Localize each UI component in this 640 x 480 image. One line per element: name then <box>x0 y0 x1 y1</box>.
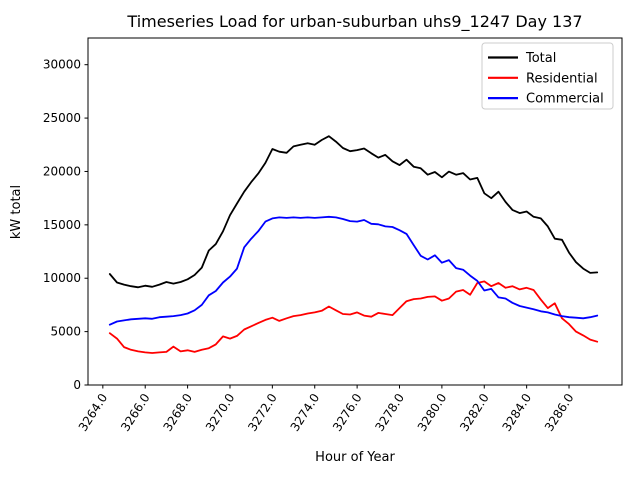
x-tick-label: 3266.0 <box>118 391 153 434</box>
series-line-commercial <box>108 215 599 326</box>
x-axis-label: Hour of Year <box>315 450 395 465</box>
y-axis-label: kW total <box>9 185 24 239</box>
x-tick-label: 3284.0 <box>500 391 535 434</box>
series-line-residential <box>108 280 599 354</box>
chart-title: Timeseries Load for urban-suburban uhs9_… <box>126 12 582 32</box>
x-tick-label: 3278.0 <box>372 391 407 434</box>
plot-area <box>87 37 623 386</box>
x-tick-label: 3264.0 <box>76 391 111 434</box>
legend-label-commercial: Commercial <box>526 92 604 107</box>
x-tick-label: 3286.0 <box>542 391 577 434</box>
x-tick-label: 3276.0 <box>330 391 365 434</box>
y-tick-label: 15000 <box>43 218 81 232</box>
y-tick-label: 20000 <box>43 164 81 178</box>
x-tick-label: 3270.0 <box>203 391 238 434</box>
x-axis-ticks: 3264.0 3266.0 3268.0 3270.0 3272.0 3274.0 3276… <box>76 385 577 434</box>
x-tick-label: 3272.0 <box>245 391 280 434</box>
plot-series-group <box>108 135 599 354</box>
series-line-total <box>108 135 599 289</box>
legend-box <box>481 42 614 110</box>
x-tick-label: 3268.0 <box>160 391 195 434</box>
y-tick-label: 30000 <box>43 58 81 72</box>
legend-label-residential: Residential <box>526 71 598 86</box>
y-tick-label: 10000 <box>43 271 81 285</box>
y-axis-ticks: 0 5000 10000 15000 20000 25000 30000 <box>43 58 88 392</box>
y-tick-label: 25000 <box>43 111 81 125</box>
y-tick-label: 5000 <box>50 325 81 339</box>
x-tick-label: 3282.0 <box>457 391 492 434</box>
y-tick-label: 0 <box>73 378 81 392</box>
legend-label-total: Total <box>525 51 556 66</box>
x-tick-label: 3274.0 <box>288 391 323 434</box>
legend: Total Residential Commercial <box>481 42 614 110</box>
x-tick-label: 3280.0 <box>415 391 450 434</box>
